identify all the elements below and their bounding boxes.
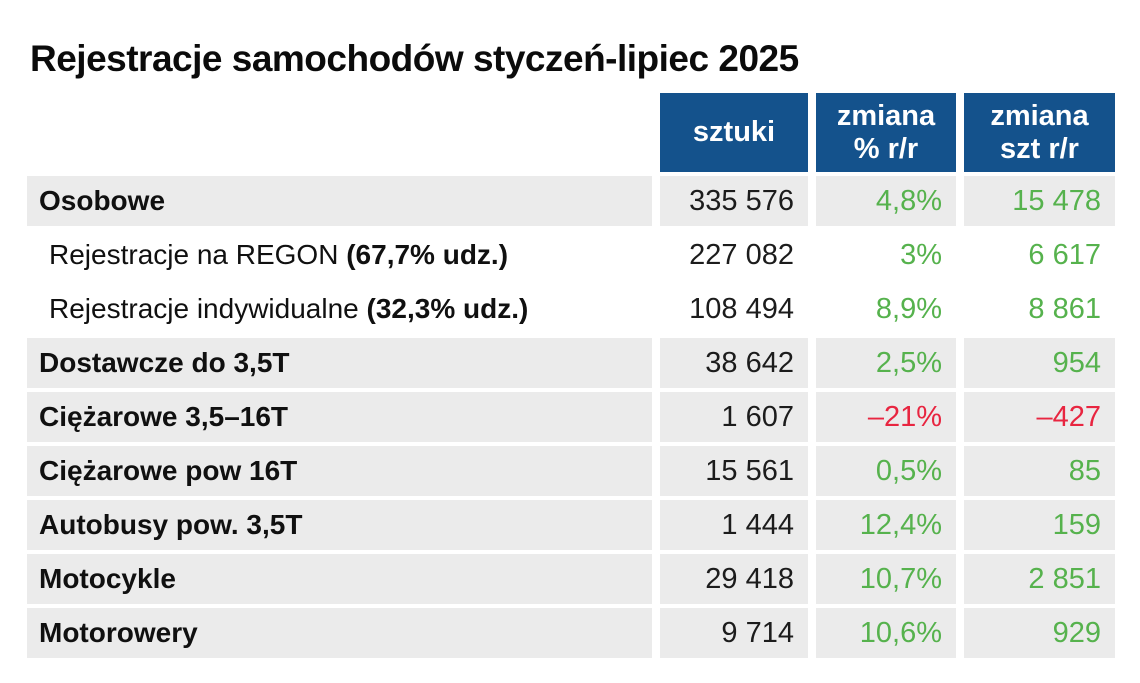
row-label-text: Rejestracje indywidualne [49, 293, 367, 324]
row-label: Autobusy pow. 3,5T [27, 500, 652, 550]
cell-sztuki: 9 714 [660, 608, 808, 658]
cell-zmiana-pct: 0,5% [816, 446, 956, 496]
cell-zmiana-szt: 85 [964, 446, 1115, 496]
cell-sztuki: 1 607 [660, 392, 808, 442]
col-header-zmiana-szt: zmiana szt r/r [964, 93, 1115, 172]
cell-sztuki: 1 444 [660, 500, 808, 550]
cell-sztuki: 108 494 [689, 292, 794, 325]
table-row-indywidualne: Rejestracje indywidualne (32,3% udz.) 10… [27, 284, 1115, 334]
cell-sztuki: 335 576 [660, 176, 808, 226]
cell-zmiana-pct: 3% [900, 238, 942, 271]
row-label-bold: Motorowery [39, 617, 198, 648]
cell-zmiana-pct: 10,6% [816, 608, 956, 658]
cell-zmiana-szt: 15 478 [964, 176, 1115, 226]
cell-zmiana-pct: 4,8% [816, 176, 956, 226]
row-label-bold: Ciężarowe 3,5–16T [39, 401, 289, 432]
cell-zmiana-szt: 159 [964, 500, 1115, 550]
row-label-bold: Osobowe [39, 185, 166, 216]
row-label-bold: Autobusy pow. 3,5T [39, 509, 303, 540]
cell-zmiana-pct: 12,4% [816, 500, 956, 550]
row-label-bold: Ciężarowe pow 16T [39, 455, 298, 486]
col-header-line: szt r/r [1000, 132, 1079, 165]
cell-zmiana-pct: 8,9% [875, 292, 942, 325]
col-header-line: sztuki [692, 116, 776, 148]
cell-zmiana-pct: –21% [816, 392, 956, 442]
table-header-row: sztuki zmiana% r/r zmiana szt r/r [27, 93, 1115, 172]
col-header-sztuki: sztuki [660, 93, 808, 172]
row-label: Motocykle [27, 554, 652, 604]
row-label: Ciężarowe pow 16T [27, 446, 652, 496]
page-title: Rejestracje samochodów styczeń-lipiec 20… [30, 38, 799, 79]
registrations-table: sztuki zmiana% r/r zmiana szt r/r Osobowe… [27, 93, 1115, 658]
table-row-ciezarowe-3-5-16t: Ciężarowe 3,5–16T 1 607 –21% –427 [27, 392, 1115, 442]
table-row-regon: Rejestracje na REGON (67,7% udz.) 227 08… [27, 230, 1115, 280]
cell-zmiana-szt: 6 617 [1028, 238, 1101, 271]
cell-sztuki: 227 082 [689, 238, 794, 271]
cell-zmiana-szt: 2 851 [964, 554, 1115, 604]
table-row-dostawcze: Dostawcze do 3,5T 38 642 2,5% 954 [27, 338, 1115, 388]
cell-zmiana-szt: 8 861 [1028, 292, 1101, 325]
row-label: Motorowery [27, 608, 652, 658]
col-header-line: zmiana [990, 99, 1089, 132]
cell-sztuki: 29 418 [660, 554, 808, 604]
row-label: Dostawcze do 3,5T [27, 338, 652, 388]
row-label-bold: (67,7% udz.) [346, 239, 509, 270]
table-row-autobusy: Autobusy pow. 3,5T 1 444 12,4% 159 [27, 500, 1115, 550]
cell-zmiana-szt: 929 [964, 608, 1115, 658]
table-row-motocykle: Motocykle 29 418 10,7% 2 851 [27, 554, 1115, 604]
row-label-bold: Dostawcze do 3,5T [39, 347, 290, 378]
row-label: Rejestracje indywidualne (32,3% udz.) [27, 284, 652, 334]
row-label: Ciężarowe 3,5–16T [27, 392, 652, 442]
table-row-motorowery: Motorowery 9 714 10,6% 929 [27, 608, 1115, 658]
cell-zmiana-szt: 954 [964, 338, 1115, 388]
col-header-line: zmiana [836, 99, 936, 132]
row-label-bold: (32,3% udz.) [366, 293, 529, 324]
row-label: Rejestracje na REGON (67,7% udz.) [27, 230, 652, 280]
cell-zmiana-szt: –427 [964, 392, 1115, 442]
row-label-bold: Motocykle [39, 563, 176, 594]
header-spacer [27, 93, 652, 172]
cell-zmiana-pct: 2,5% [816, 338, 956, 388]
cell-sztuki: 38 642 [660, 338, 808, 388]
table-row-osobowe: Osobowe 335 576 4,8% 15 478 [27, 176, 1115, 226]
row-label: Osobowe [27, 176, 652, 226]
col-header-zmiana-pct: zmiana% r/r [816, 93, 956, 172]
cell-sztuki: 15 561 [660, 446, 808, 496]
col-header-line: % r/r [853, 132, 919, 165]
cell-zmiana-pct: 10,7% [816, 554, 956, 604]
row-label-text: Rejestracje na REGON [49, 239, 347, 270]
table-row-ciezarowe-pow-16t: Ciężarowe pow 16T 15 561 0,5% 85 [27, 446, 1115, 496]
